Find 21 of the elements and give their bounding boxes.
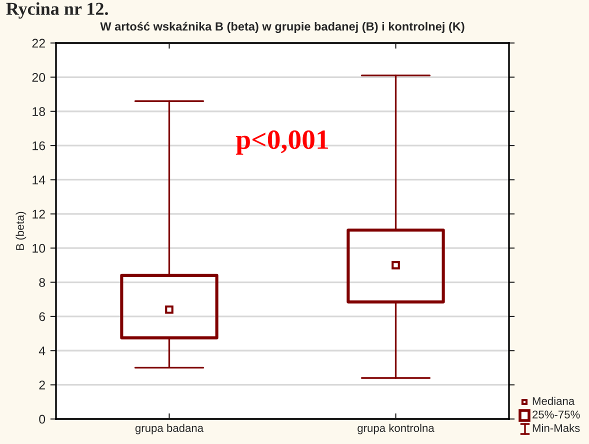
y-tick-label: 10 [32,244,46,253]
y-tick-label: 22 [32,38,45,48]
y-tick-label: 0 [39,414,46,424]
y-tick-label: 6 [39,312,46,322]
y-axis-title: B (beta) [16,212,26,250]
text: 25%-75% [532,410,580,418]
text: Mediana [532,396,575,405]
y-tick-label: 18 [32,107,46,116]
y-tick-label: 16 [32,141,46,150]
y-tick-label: 12 [32,210,45,218]
y-tick-label: 8 [39,278,46,287]
text: Min-Maks [532,424,580,432]
annotation: p<0,001 [236,130,328,155]
x-tick-label: grupa kontrolna [358,424,434,434]
y-tick-label: 14 [32,176,46,184]
y-tick-label: 4 [38,346,46,356]
x-tick-label: grupa badana [135,424,204,434]
text: Rycina nr 12. [6,2,108,19]
chart-title: W artość wskaźnika B (beta) w grupie badanej (B) i kontrolnej (K) [100,22,464,33]
y-tick-label: 2 [39,380,45,390]
y-tick-label: 20 [32,72,46,82]
